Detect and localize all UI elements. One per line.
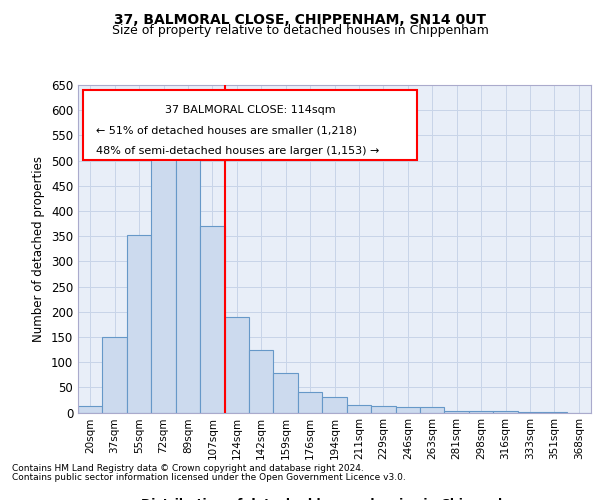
Text: Contains public sector information licensed under the Open Government Licence v3: Contains public sector information licen…: [12, 474, 406, 482]
X-axis label: Distribution of detached houses by size in Chippenham: Distribution of detached houses by size …: [141, 498, 528, 500]
Bar: [103, 337, 127, 412]
Bar: [274, 373, 298, 412]
Bar: [371, 406, 395, 412]
Bar: [298, 392, 322, 412]
Bar: [347, 405, 371, 412]
Text: 48% of semi-detached houses are larger (1,153) →: 48% of semi-detached houses are larger (…: [96, 146, 379, 156]
Bar: [200, 226, 224, 412]
Bar: [176, 158, 200, 412]
Bar: [78, 406, 103, 412]
Bar: [224, 317, 249, 412]
Text: Size of property relative to detached houses in Chippenham: Size of property relative to detached ho…: [112, 24, 488, 37]
Text: 37 BALMORAL CLOSE: 114sqm: 37 BALMORAL CLOSE: 114sqm: [164, 104, 335, 115]
Bar: [420, 408, 445, 412]
Bar: [151, 146, 176, 412]
Text: ← 51% of detached houses are smaller (1,218): ← 51% of detached houses are smaller (1,…: [96, 126, 357, 136]
Bar: [249, 350, 274, 412]
Y-axis label: Number of detached properties: Number of detached properties: [32, 156, 46, 342]
FancyBboxPatch shape: [83, 90, 416, 160]
Text: 37, BALMORAL CLOSE, CHIPPENHAM, SN14 0UT: 37, BALMORAL CLOSE, CHIPPENHAM, SN14 0UT: [114, 12, 486, 26]
Text: Contains HM Land Registry data © Crown copyright and database right 2024.: Contains HM Land Registry data © Crown c…: [12, 464, 364, 473]
Bar: [322, 398, 347, 412]
Bar: [395, 408, 420, 412]
Bar: [445, 411, 469, 412]
Bar: [127, 234, 151, 412]
